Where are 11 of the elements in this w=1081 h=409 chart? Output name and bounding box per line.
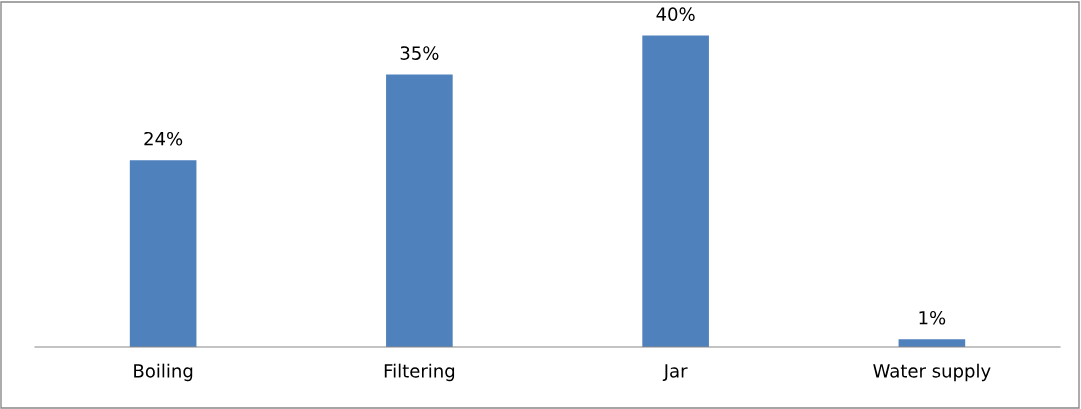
- bar: [642, 35, 709, 347]
- x-tick-label: Water supply: [873, 363, 991, 382]
- x-tick-label: Jar: [662, 364, 688, 381]
- x-tick-label: Boiling: [134, 363, 193, 382]
- bar: [129, 160, 197, 347]
- x-tick-label: Filtering: [384, 363, 455, 382]
- data-label: 24%: [144, 131, 183, 146]
- data-label: 35%: [400, 46, 439, 60]
- bar: [386, 74, 453, 347]
- data-label: 40%: [656, 7, 695, 21]
- data-label: 1%: [919, 310, 946, 325]
